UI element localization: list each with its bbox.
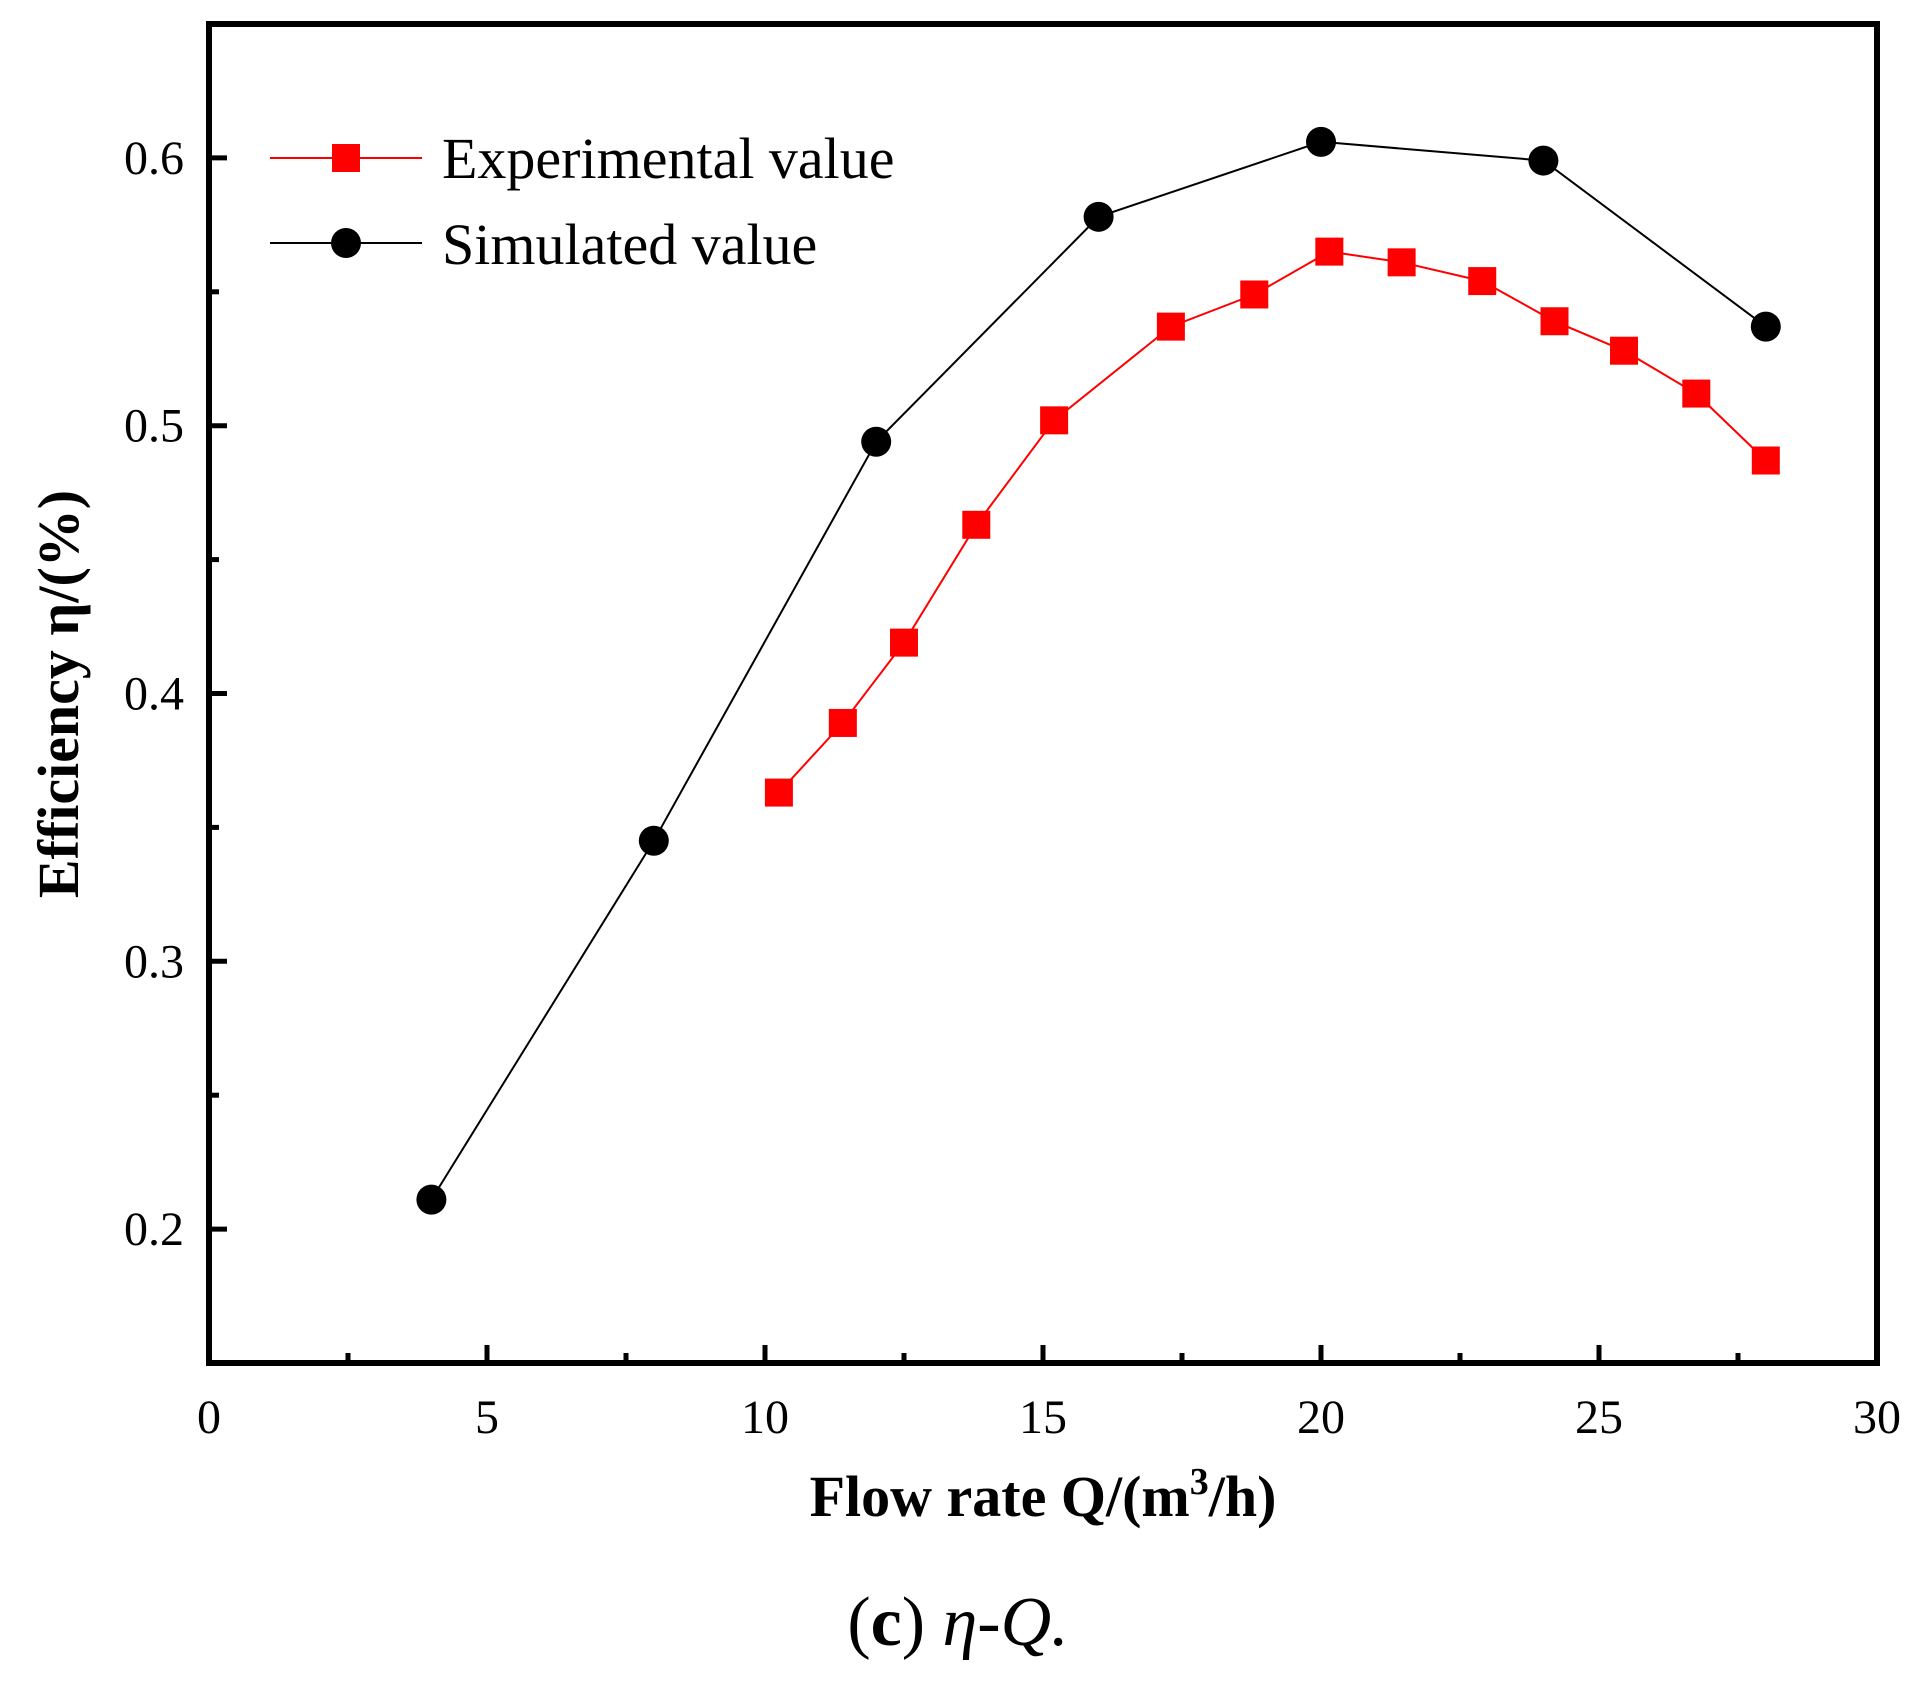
simulated-point <box>861 426 892 457</box>
experimental-point <box>1540 307 1569 336</box>
experimental-point <box>1468 267 1497 296</box>
experimental-point <box>1315 237 1344 266</box>
experimental-point <box>1156 312 1185 341</box>
experimental-point <box>1751 446 1780 475</box>
experimental-point <box>1040 406 1069 435</box>
legend-experimental-marker <box>332 144 360 172</box>
legend-simulated-marker <box>331 228 361 258</box>
x-axis-title-sup: 3 <box>1190 1461 1209 1503</box>
legend-simulated-label: Simulated value <box>442 212 817 277</box>
x-axis-title: Flow rate Q/(m3/h) <box>810 1461 1277 1529</box>
simulated-point <box>416 1184 447 1215</box>
experimental-point <box>764 778 793 807</box>
series-markers <box>416 126 1781 1215</box>
y-axis-ticks: 0.2 0.3 0.4 0.5 0.6 <box>124 21 227 1366</box>
experimental-point <box>1240 280 1269 309</box>
experimental-point <box>828 708 857 737</box>
series-lines <box>430 140 1767 1201</box>
x-tick-label: 5 <box>475 1391 499 1444</box>
figure-caption: (c) η-Q. <box>847 1584 1068 1661</box>
y-tick-label: 0.4 <box>124 668 184 721</box>
experimental-point <box>1682 379 1711 408</box>
series-line-experimental <box>778 250 1767 794</box>
x-tick-label: 30 <box>1853 1391 1901 1444</box>
series-line-simulated <box>430 140 1767 1201</box>
simulated-point <box>1306 126 1336 157</box>
x-axis-title-end: /h) <box>1208 1464 1277 1529</box>
simulated-point <box>1083 201 1114 232</box>
x-tick-label: 0 <box>197 1391 221 1444</box>
experimental-point <box>962 510 991 539</box>
experimental-point <box>1610 336 1639 365</box>
x-axis-ticks: 0 5 10 15 20 25 30 <box>197 1345 1901 1444</box>
simulated-point <box>1528 145 1559 176</box>
experimental-point <box>1387 248 1416 277</box>
y-tick-label: 0.6 <box>124 132 184 185</box>
y-axis-title: Efficiency η/(%) <box>26 490 91 898</box>
y-tick-label: 0.5 <box>124 400 184 453</box>
simulated-point <box>638 825 669 856</box>
x-tick-label: 20 <box>1297 1391 1345 1444</box>
x-tick-label: 10 <box>741 1391 789 1444</box>
caption-letter: c <box>871 1584 902 1661</box>
x-axis-title-main: Flow rate Q/(m <box>810 1464 1190 1529</box>
caption-text: η-Q. <box>943 1584 1069 1661</box>
legend-experimental-label: Experimental value <box>442 126 895 191</box>
simulated-point <box>1750 311 1781 342</box>
y-tick-label: 0.2 <box>124 1203 184 1256</box>
experimental-point <box>890 628 918 657</box>
x-tick-label: 15 <box>1019 1391 1067 1444</box>
x-tick-label: 25 <box>1575 1391 1623 1444</box>
y-tick-label: 0.3 <box>124 935 184 988</box>
legend: Experimental value Simulated value <box>270 126 895 277</box>
